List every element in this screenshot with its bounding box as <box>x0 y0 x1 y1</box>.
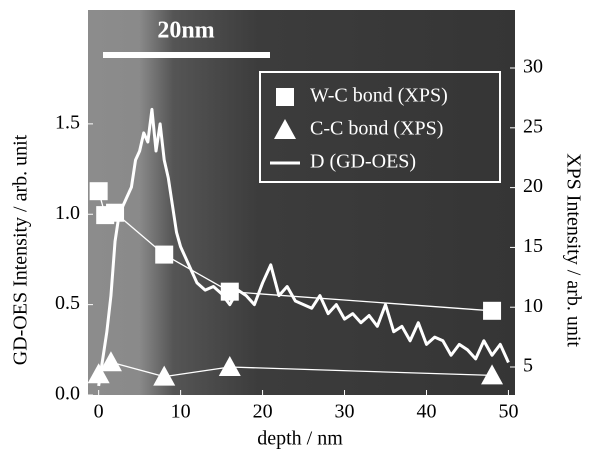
y-axis-label: GD-OES Intensity / arb. unit <box>10 134 32 365</box>
legend-label: C-C bond (XPS) <box>310 118 443 140</box>
legend-label: W-C bond (XPS) <box>310 85 448 107</box>
y-tick-label: 0.5 <box>55 292 80 314</box>
data-point <box>89 182 108 201</box>
data-point <box>153 365 176 386</box>
x-tick-label: 30 <box>335 401 355 423</box>
data-point <box>87 363 110 384</box>
y-tick-label: 0.0 <box>55 383 80 405</box>
tem-image <box>88 10 515 395</box>
y2-tick-label: 10 <box>523 295 543 317</box>
y2-tick-label: 20 <box>523 175 543 197</box>
x-tick-label: 50 <box>498 401 518 423</box>
y2-tick-label: 5 <box>523 355 533 377</box>
scale-bar <box>103 52 270 58</box>
y2-tick-label: 15 <box>523 235 543 257</box>
legend-box <box>259 71 501 183</box>
x-tick-label: 10 <box>171 401 191 423</box>
legend-swatch <box>276 88 294 106</box>
scale-bar-label: 20nm <box>157 18 214 44</box>
legend-label: D (GD-OES) <box>310 151 416 173</box>
x-tick-label: 20 <box>253 401 273 423</box>
y2-tick-label: 25 <box>523 115 543 137</box>
x-tick-label: 40 <box>416 401 436 423</box>
data-point <box>155 245 174 264</box>
x-axis-label: depth / nm <box>257 428 343 450</box>
x-tick-label: 0 <box>94 401 104 423</box>
legend-swatch <box>274 119 296 139</box>
data-point <box>483 301 502 320</box>
y2-axis-label: XPS Intensity / arb. unit <box>562 153 584 347</box>
y-tick-label: 1.5 <box>55 111 80 133</box>
data-point <box>218 356 241 377</box>
y2-tick-label: 30 <box>523 56 543 78</box>
data-line <box>97 107 510 387</box>
data-point <box>99 351 122 372</box>
y-tick-label: 1.0 <box>55 202 80 224</box>
data-point <box>481 364 504 385</box>
